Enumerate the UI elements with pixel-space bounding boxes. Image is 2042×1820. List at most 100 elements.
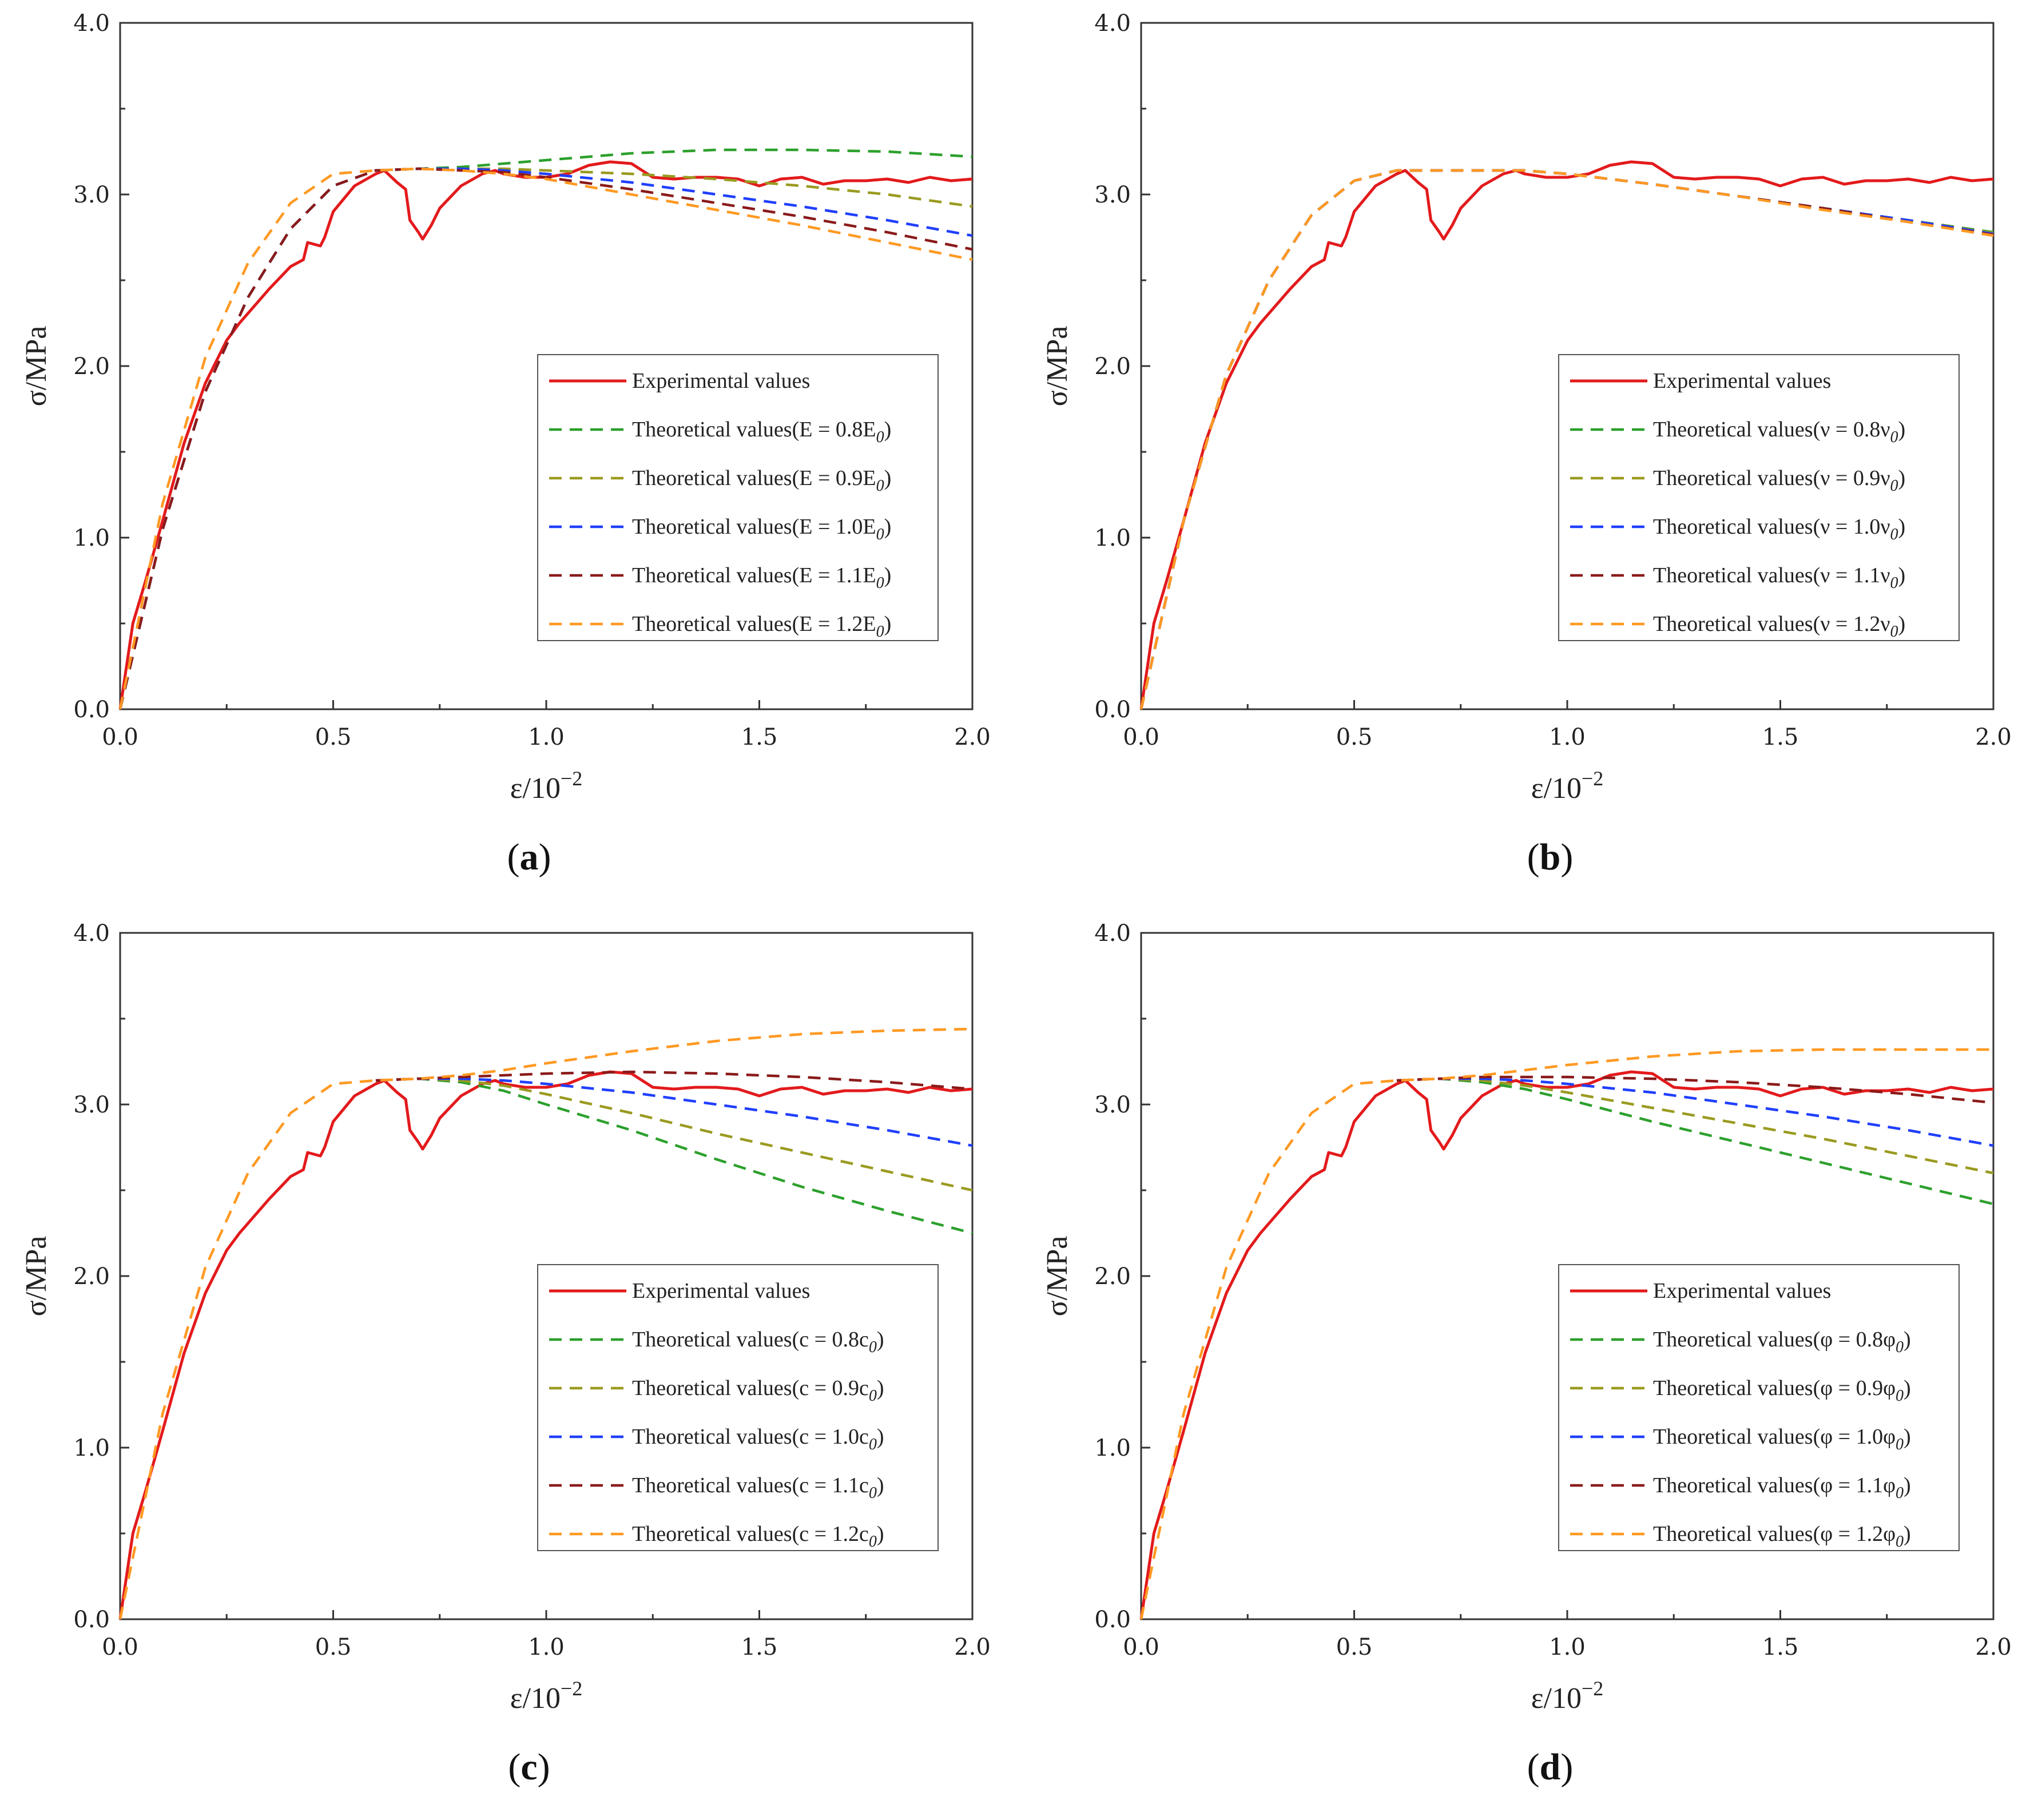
legend-entry-label: Theoretical values(c = 1.1c0) — [632, 1473, 884, 1502]
legend-label-main: Theoretical values(E = 1.2E — [632, 612, 876, 636]
x-axis-label: ε/10−2 — [1531, 767, 1604, 805]
legend-entry-label: Theoretical values(ν = 1.1ν0) — [1653, 563, 1905, 592]
caption-letter: c — [521, 1746, 537, 1788]
legend-entry-label: Theoretical values(c = 0.9c0) — [632, 1376, 884, 1405]
y-tick-label: 2.0 — [1094, 1263, 1131, 1290]
caption-paren-open: ( — [1527, 1746, 1540, 1788]
y-tick-label: 3.0 — [1094, 182, 1131, 208]
legend-label-subscript: 0 — [1896, 1533, 1904, 1551]
legend-label-tail: ) — [1898, 515, 1906, 539]
legend-label-subscript: 0 — [869, 1484, 877, 1502]
legend-label-main: Theoretical values(φ = 0.8φ — [1653, 1328, 1896, 1352]
legend-label-subscript: 0 — [1890, 574, 1898, 592]
legend-label-tail: ) — [884, 612, 892, 636]
legend-entry-label: Theoretical values(E = 0.9E0) — [632, 466, 891, 495]
caption-paren-close: ) — [1560, 836, 1573, 878]
legend-label-tail: ) — [1898, 466, 1906, 490]
legend-label-main: Theoretical values(φ = 1.1φ — [1653, 1473, 1896, 1497]
legend-label-tail: ) — [1904, 1522, 1911, 1546]
legend-label-subscript: 0 — [1890, 526, 1898, 543]
caption-paren-open: ( — [508, 1746, 521, 1788]
x-axis-label: ε/10−2 — [510, 767, 583, 805]
panel-caption: (a) — [507, 836, 551, 878]
y-tick-label: 0.0 — [1094, 1607, 1131, 1633]
theoretical-series-line-5 — [1139, 169, 1994, 710]
legend-entry-label: Theoretical values(E = 1.0E0) — [632, 515, 891, 543]
y-tick-label: 1.0 — [73, 525, 110, 551]
legend-entry-label: Experimental values — [1653, 1279, 1831, 1303]
legend-entry-label: Theoretical values(φ = 0.8φ0) — [1653, 1328, 1911, 1356]
y-tick-label: 1.0 — [1094, 1435, 1131, 1461]
legend-label-tail: ) — [1898, 612, 1906, 636]
legend-label-tail: ) — [1904, 1328, 1911, 1352]
caption-paren-open: ( — [1527, 836, 1540, 878]
legend-box — [1558, 354, 1960, 641]
legend-label-main: Theoretical values(ν = 1.2ν — [1653, 612, 1890, 636]
y-tick-label: 4.0 — [1094, 10, 1131, 37]
experimental-series-line — [1139, 160, 1994, 710]
x-tick-label: 0.0 — [1123, 724, 1159, 750]
x-tick-label: 2.0 — [1975, 1634, 2012, 1660]
panel-d: 0.0 0.5 1.0 1.5 2.0 0.0 1.0 2.0 3.0 4.0 ε/10−2 σ/MP… — [1041, 920, 2012, 1788]
x-tick-label: 1.5 — [741, 724, 778, 750]
legend-label-main: Theoretical values(E = 1.1E — [632, 563, 876, 587]
legend-label-subscript: 0 — [876, 623, 884, 641]
legend-entry-label: Theoretical values(c = 1.2c0) — [632, 1522, 884, 1551]
legend-label-main: Theoretical values(ν = 0.9ν — [1653, 466, 1890, 490]
legend-entry-label: Theoretical values(ν = 1.0ν0) — [1653, 515, 1905, 543]
x-tick-label: 1.5 — [741, 1634, 778, 1660]
x-tick-label: 0.0 — [102, 1634, 138, 1660]
caption-letter: a — [520, 836, 539, 878]
y-tick-label: 4.0 — [73, 10, 110, 37]
y-tick-label: 0.0 — [1094, 697, 1131, 723]
legend-label-tail: ) — [877, 1522, 884, 1546]
y-tick-label: 0.0 — [73, 697, 110, 723]
experimental-series-line — [118, 1070, 973, 1620]
legend-label-subscript: 0 — [876, 428, 884, 446]
y-tick-label: 4.0 — [73, 920, 110, 947]
x-axis-label: ε/10−2 — [510, 1677, 583, 1715]
x-axis-label-main: ε/10 — [510, 772, 561, 805]
legend-entry-label: Theoretical values(E = 1.1E0) — [632, 563, 891, 592]
x-tick-label: 2.0 — [954, 724, 991, 750]
y-axis-label: σ/MPa — [20, 1236, 53, 1317]
x-tick-label: 1.0 — [1549, 724, 1586, 750]
legend-label-main: Theoretical values(E = 0.8E — [632, 418, 876, 442]
panel-caption: (d) — [1527, 1746, 1574, 1788]
theoretical-series-line-5 — [118, 1027, 973, 1620]
x-tick-label: 2.0 — [1975, 724, 2012, 750]
x-tick-label: 1.0 — [1549, 1634, 1586, 1660]
legend-label-main: Theoretical values(E = 1.0E — [632, 515, 876, 539]
x-tick-label: 1.0 — [528, 1634, 565, 1660]
theoretical-series-line-4 — [118, 167, 973, 710]
legend-label-tail: ) — [877, 1376, 884, 1400]
legend-label-subscript: 0 — [876, 526, 884, 543]
caption-paren-open: ( — [507, 836, 520, 878]
legend-entry-label: Theoretical values(φ = 1.1φ0) — [1653, 1473, 1911, 1502]
legend-label-tail: ) — [884, 466, 892, 490]
theoretical-series-line-4 — [1396, 1075, 1994, 1104]
legend-entry-label: Experimental values — [1653, 369, 1831, 393]
legend-label-main: Theoretical values(φ = 1.0φ — [1653, 1425, 1896, 1449]
panel-caption: (c) — [508, 1746, 550, 1788]
legend-label-main: Theoretical values(ν = 1.1ν — [1653, 563, 1890, 587]
legend-entry-label: Theoretical values(ν = 0.9ν0) — [1653, 466, 1905, 495]
panel-caption: (b) — [1527, 836, 1574, 878]
legend-label-subscript: 0 — [876, 574, 884, 592]
y-tick-label: 3.0 — [1094, 1092, 1131, 1118]
x-tick-label: 0.5 — [315, 724, 352, 750]
legend-label-tail: ) — [877, 1425, 884, 1449]
legend-label-tail: ) — [884, 563, 892, 587]
theoretical-series-line-5 — [1139, 1048, 1993, 1620]
legend-entry-label: Theoretical values(c = 1.0c0) — [632, 1425, 884, 1453]
x-axis-label-main: ε/10 — [1531, 1682, 1582, 1715]
caption-paren-close: ) — [539, 836, 551, 878]
x-axis-label-exponent: −2 — [561, 1677, 582, 1700]
legend-label-main: Theoretical values(c = 0.8c — [632, 1328, 869, 1352]
legend-label-tail: ) — [1904, 1376, 1911, 1400]
x-tick-label: 2.0 — [954, 1634, 991, 1660]
legend-entry-label: Theoretical values(φ = 1.0φ0) — [1653, 1425, 1911, 1453]
legend-label-main: Theoretical values(E = 0.9E — [632, 466, 876, 490]
legend-entry-label: Theoretical values(φ = 1.2φ0) — [1653, 1522, 1911, 1551]
legend-label-subscript: 0 — [1896, 1387, 1904, 1405]
